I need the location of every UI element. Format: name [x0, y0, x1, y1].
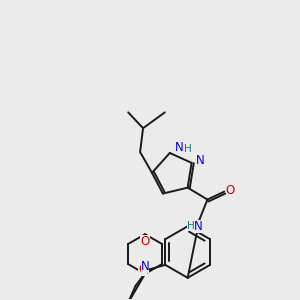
Text: N: N — [194, 220, 203, 233]
Text: H: H — [184, 144, 191, 154]
Text: N: N — [175, 140, 184, 154]
Text: N: N — [196, 154, 205, 167]
Text: O: O — [138, 263, 147, 276]
Text: O: O — [140, 235, 150, 248]
Text: N: N — [141, 260, 149, 273]
Text: O: O — [226, 184, 235, 197]
Text: H: H — [187, 221, 194, 231]
